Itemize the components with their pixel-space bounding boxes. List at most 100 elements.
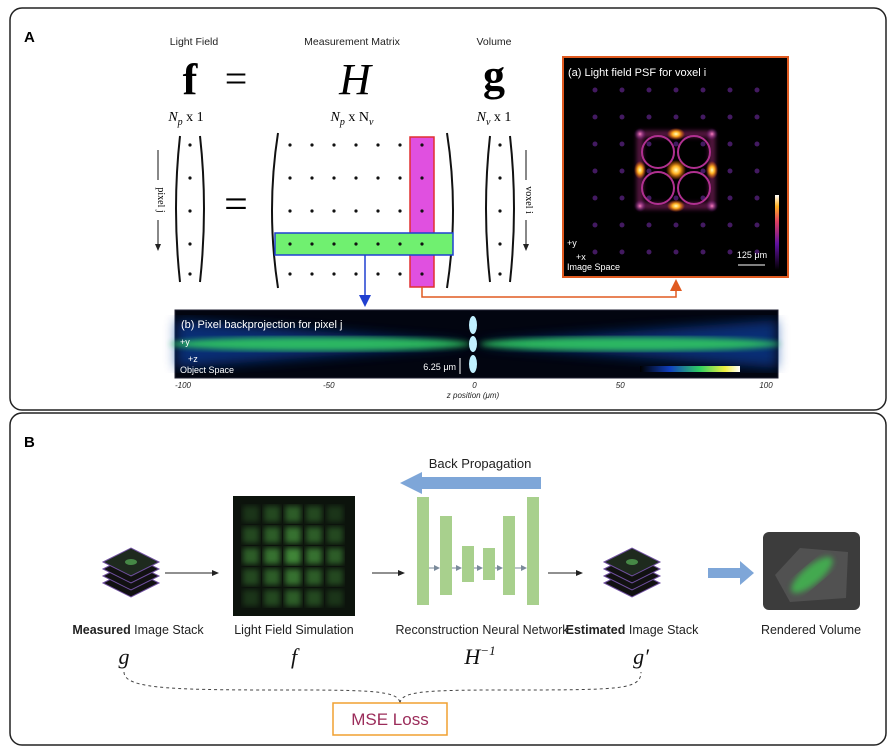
render-arrow: [708, 561, 754, 585]
dot: [332, 272, 335, 275]
loss-label: MSE Loss: [351, 710, 428, 729]
dot: [310, 242, 313, 245]
header: Measurement Matrix: [304, 36, 400, 48]
stack-speck: [125, 559, 137, 565]
lf-cell: [285, 527, 301, 543]
psf-spot: [647, 88, 652, 93]
dot: [398, 272, 401, 275]
psf-spot: [755, 169, 760, 174]
psf-spot: [620, 115, 625, 120]
dot: [288, 209, 291, 212]
stack-speck: [626, 559, 638, 565]
psf-spot: [728, 250, 733, 255]
step-label-text: Image Stack: [131, 623, 205, 637]
dot: [398, 176, 401, 179]
step-symbol-base: g: [119, 644, 130, 669]
step-label-bold: Estimated: [566, 623, 626, 637]
psf-spot: [701, 250, 706, 255]
psf-spot: [755, 88, 760, 93]
space-label: Object Space: [180, 365, 234, 375]
step-label-text: Light Field Simulation: [234, 623, 354, 637]
step-label: Measured Image Stack: [72, 623, 204, 637]
psf-spot: [620, 223, 625, 228]
dot: [332, 176, 335, 179]
psf-spot: [593, 88, 598, 93]
psf-spot: [620, 169, 625, 174]
tick-label: 50: [616, 381, 625, 390]
psf-spot: [620, 196, 625, 201]
psf-spot: [647, 115, 652, 120]
psf-spot: [728, 169, 733, 174]
psf-image: [563, 57, 788, 277]
voxel-label: voxel i: [523, 186, 534, 214]
step-label: Rendered Volume: [761, 623, 861, 637]
dot: [376, 176, 379, 179]
scale-label: 125 μm: [737, 250, 767, 260]
psf-spot: [593, 250, 598, 255]
dim-part: x 1: [183, 110, 204, 125]
dot: [332, 242, 335, 245]
dot: [376, 272, 379, 275]
step-symbol-sup: −1: [480, 643, 495, 658]
dot: [420, 143, 423, 146]
psf-spot: [593, 223, 598, 228]
page: A Light Field Measurement Matrix Volume …: [0, 0, 889, 749]
lf-cell: [285, 590, 301, 606]
matrix-row: [275, 233, 453, 255]
dim-part: x 1: [490, 110, 511, 125]
nn-layer: [527, 497, 539, 605]
dot: [398, 242, 401, 245]
dot: [354, 272, 357, 275]
tick-label: -50: [323, 381, 335, 390]
lf-cell: [327, 527, 343, 543]
psf-spot: [674, 196, 679, 201]
dot: [498, 143, 501, 146]
dot: [188, 143, 191, 146]
dim-part: x N: [345, 110, 369, 125]
psf-title: (a) Light field PSF for voxel i: [568, 67, 706, 79]
dot: [420, 242, 423, 245]
tick-label: -100: [175, 381, 192, 390]
nn-layer: [417, 497, 429, 605]
dot: [188, 176, 191, 179]
dot: [310, 143, 313, 146]
psf-spot: [701, 223, 706, 228]
neural-network: [417, 497, 539, 605]
lf-cell: [306, 527, 322, 543]
loss-brace: [124, 672, 641, 704]
psf-connector: [422, 282, 676, 297]
step-label-text: Image Stack: [625, 623, 699, 637]
psf-spot: [674, 115, 679, 120]
psf-spot: [620, 88, 625, 93]
step-label-bold: Measured: [72, 623, 130, 637]
psf-spot: [674, 250, 679, 255]
dimension: Nv x 1: [476, 110, 512, 128]
dim-part: v: [369, 117, 374, 128]
lf-cell: [327, 506, 343, 522]
dot: [420, 209, 423, 212]
lf-cell: [264, 548, 280, 564]
figure: A Light Field Measurement Matrix Volume …: [0, 0, 889, 749]
lf-cell: [285, 506, 301, 522]
dot: [188, 272, 191, 275]
psf-spot: [701, 88, 706, 93]
lf-cell: [264, 506, 280, 522]
dot: [354, 242, 357, 245]
back-propagation-label: Back Propagation: [429, 456, 532, 471]
step-label: Reconstruction Neural Network: [396, 623, 570, 637]
nn-layer: [503, 516, 515, 595]
step-symbol-base: f: [291, 644, 300, 669]
lf-cell: [243, 527, 259, 543]
lf-cell: [327, 569, 343, 585]
psf-spot: [674, 223, 679, 228]
step-symbol: H−1: [463, 643, 495, 669]
lf-cell: [327, 590, 343, 606]
dot: [398, 143, 401, 146]
header: Light Field: [170, 36, 219, 48]
symbol: g: [483, 51, 505, 100]
dot: [332, 209, 335, 212]
dot: [498, 272, 501, 275]
axis-label: +y: [567, 238, 577, 248]
